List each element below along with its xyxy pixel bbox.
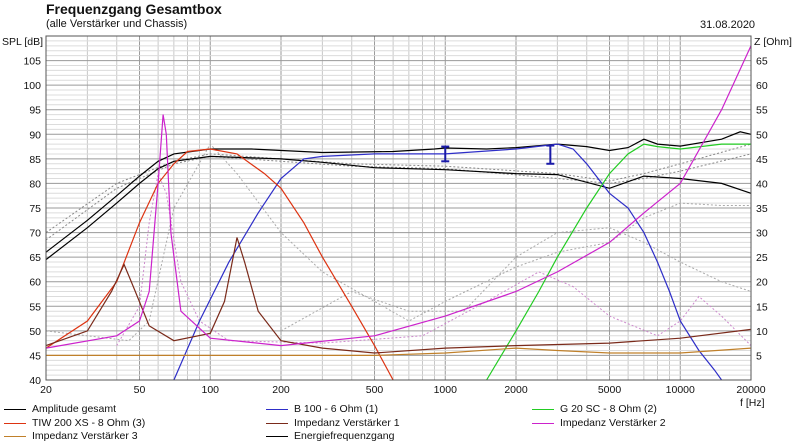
y-tick-label: 90 — [29, 129, 41, 141]
legend-swatch — [266, 409, 288, 410]
y2-tick-label: 40 — [756, 178, 768, 190]
legend-swatch — [266, 423, 288, 424]
y-tick-label: 95 — [29, 105, 41, 117]
y-tick-label: 40 — [29, 375, 41, 387]
y-tick-label: 85 — [29, 154, 41, 166]
y-tick-label: 70 — [29, 228, 41, 240]
y-tick-label: 105 — [23, 56, 41, 68]
y2-tick-label: 35 — [756, 203, 768, 215]
x-tick-label: 200 — [272, 384, 290, 396]
x-tick-label: 2000 — [504, 384, 528, 396]
y2-tick-label: 25 — [756, 252, 768, 264]
x-tick-label: 20 — [40, 384, 52, 396]
legend-label: Energiefrequenzgang — [294, 430, 395, 442]
y2-tick-label: 20 — [756, 277, 768, 289]
legend-swatch — [4, 409, 26, 410]
y2-tick-label: 65 — [756, 56, 768, 68]
y-tick-label: 60 — [29, 277, 41, 289]
chart-date: 31.08.2020 — [700, 19, 756, 31]
dotted-curve — [280, 227, 752, 332]
x-tick-label: 500 — [366, 384, 384, 396]
legend-label: TIW 200 XS - 8 Ohm (3) — [32, 417, 146, 429]
dotted-curve — [45, 143, 751, 342]
series-line — [173, 143, 723, 381]
y2-tick-label: 30 — [756, 228, 768, 240]
x-tick-label: 50 — [134, 384, 146, 396]
legend-swatch — [4, 436, 26, 437]
dotted-curve — [45, 143, 752, 234]
series-line — [45, 45, 752, 349]
legend-swatch — [532, 409, 554, 410]
series-line — [45, 155, 752, 261]
y2-tick-label: 50 — [756, 129, 768, 141]
y2-tick-label: 5 — [756, 350, 762, 362]
legend-swatch — [532, 423, 554, 424]
y2-tick-label: 55 — [756, 105, 768, 117]
y-tick-label: 65 — [29, 252, 41, 264]
chart-title: Frequenzgang Gesamtbox — [46, 1, 222, 17]
y2-tick-label: 15 — [756, 301, 768, 313]
y2-tick-label: 45 — [756, 154, 768, 166]
series-line — [45, 148, 394, 381]
series-line — [45, 237, 752, 354]
x-tick-label: 100 — [201, 384, 219, 396]
x-tick-label: 1000 — [434, 384, 458, 396]
y-tick-label: 55 — [29, 301, 41, 313]
y-axis-label-right: Z [Ohm] — [754, 36, 792, 48]
plot-frame — [45, 35, 752, 381]
legend-label: Impedanz Verstärker 3 — [32, 430, 138, 442]
x-tick-label: 5000 — [598, 384, 622, 396]
series-line — [45, 131, 752, 253]
series-line — [486, 143, 751, 381]
y-tick-label: 80 — [29, 178, 41, 190]
legend-label: Impedanz Verstärker 1 — [294, 417, 400, 429]
chart-subtitle: (alle Verstärker und Chassis) — [46, 18, 188, 30]
y2-tick-label: 10 — [756, 326, 768, 338]
legend-label: Amplitude gesamt — [32, 403, 117, 415]
x-tick-label: 10000 — [666, 384, 695, 396]
y-tick-label: 100 — [23, 80, 41, 92]
y-tick-label: 75 — [29, 203, 41, 215]
legend-label: B 100 - 6 Ohm (1) — [294, 403, 379, 415]
legend-swatch — [4, 423, 26, 424]
legend-label: G 20 SC - 8 Ohm (2) — [560, 403, 657, 415]
y2-tick-label: 60 — [756, 80, 768, 92]
y-tick-label: 50 — [29, 326, 41, 338]
dotted-curve — [45, 153, 752, 241]
x-tick-label: 20000 — [736, 384, 765, 396]
y-axis-label-left: SPL [dB] — [2, 36, 44, 48]
y-tick-label: 45 — [29, 350, 41, 362]
x-axis-label: f [Hz] — [740, 397, 765, 409]
series-line — [46, 347, 752, 356]
legend-label: Impedanz Verstärker 2 — [560, 417, 666, 429]
legend-swatch — [266, 436, 288, 437]
